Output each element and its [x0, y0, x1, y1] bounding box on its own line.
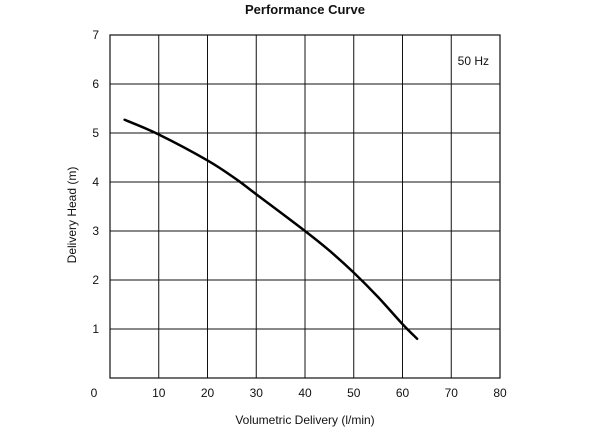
x-tick-label: 40 — [298, 386, 312, 400]
y-tick-label: 7 — [92, 28, 99, 42]
y-tick-label: 3 — [92, 224, 99, 238]
y-tick-label: 1 — [92, 322, 99, 336]
x-tick-label: 50 — [347, 386, 361, 400]
x-tick-label: 60 — [396, 386, 410, 400]
grid-layer — [109, 34, 501, 379]
y-tick-label: 2 — [92, 273, 99, 287]
y-tick-label: 4 — [92, 175, 99, 189]
x-tick-label: 0 — [91, 386, 98, 400]
x-tick-label: 20 — [201, 386, 215, 400]
x-tick-label: 70 — [445, 386, 459, 400]
tick-layer: 0 10 20 30 40 50 60 70 80 1 2 3 4 5 6 7 — [91, 28, 507, 400]
y-axis-label: Delivery Head (m) — [65, 167, 79, 264]
x-tick-label: 10 — [152, 386, 166, 400]
plot-frame — [109, 34, 501, 379]
x-axis-label: Volumetric Delivery (l/min) — [235, 413, 374, 427]
x-tick-label: 30 — [250, 386, 264, 400]
x-tick-label: 80 — [493, 386, 507, 400]
frequency-annotation: 50 Hz — [458, 54, 489, 68]
y-tick-label: 5 — [92, 126, 99, 140]
chart-title: Performance Curve — [245, 2, 365, 17]
curve-layer — [123, 118, 419, 341]
y-tick-label: 6 — [92, 77, 99, 91]
series-line-0 — [123, 118, 419, 341]
